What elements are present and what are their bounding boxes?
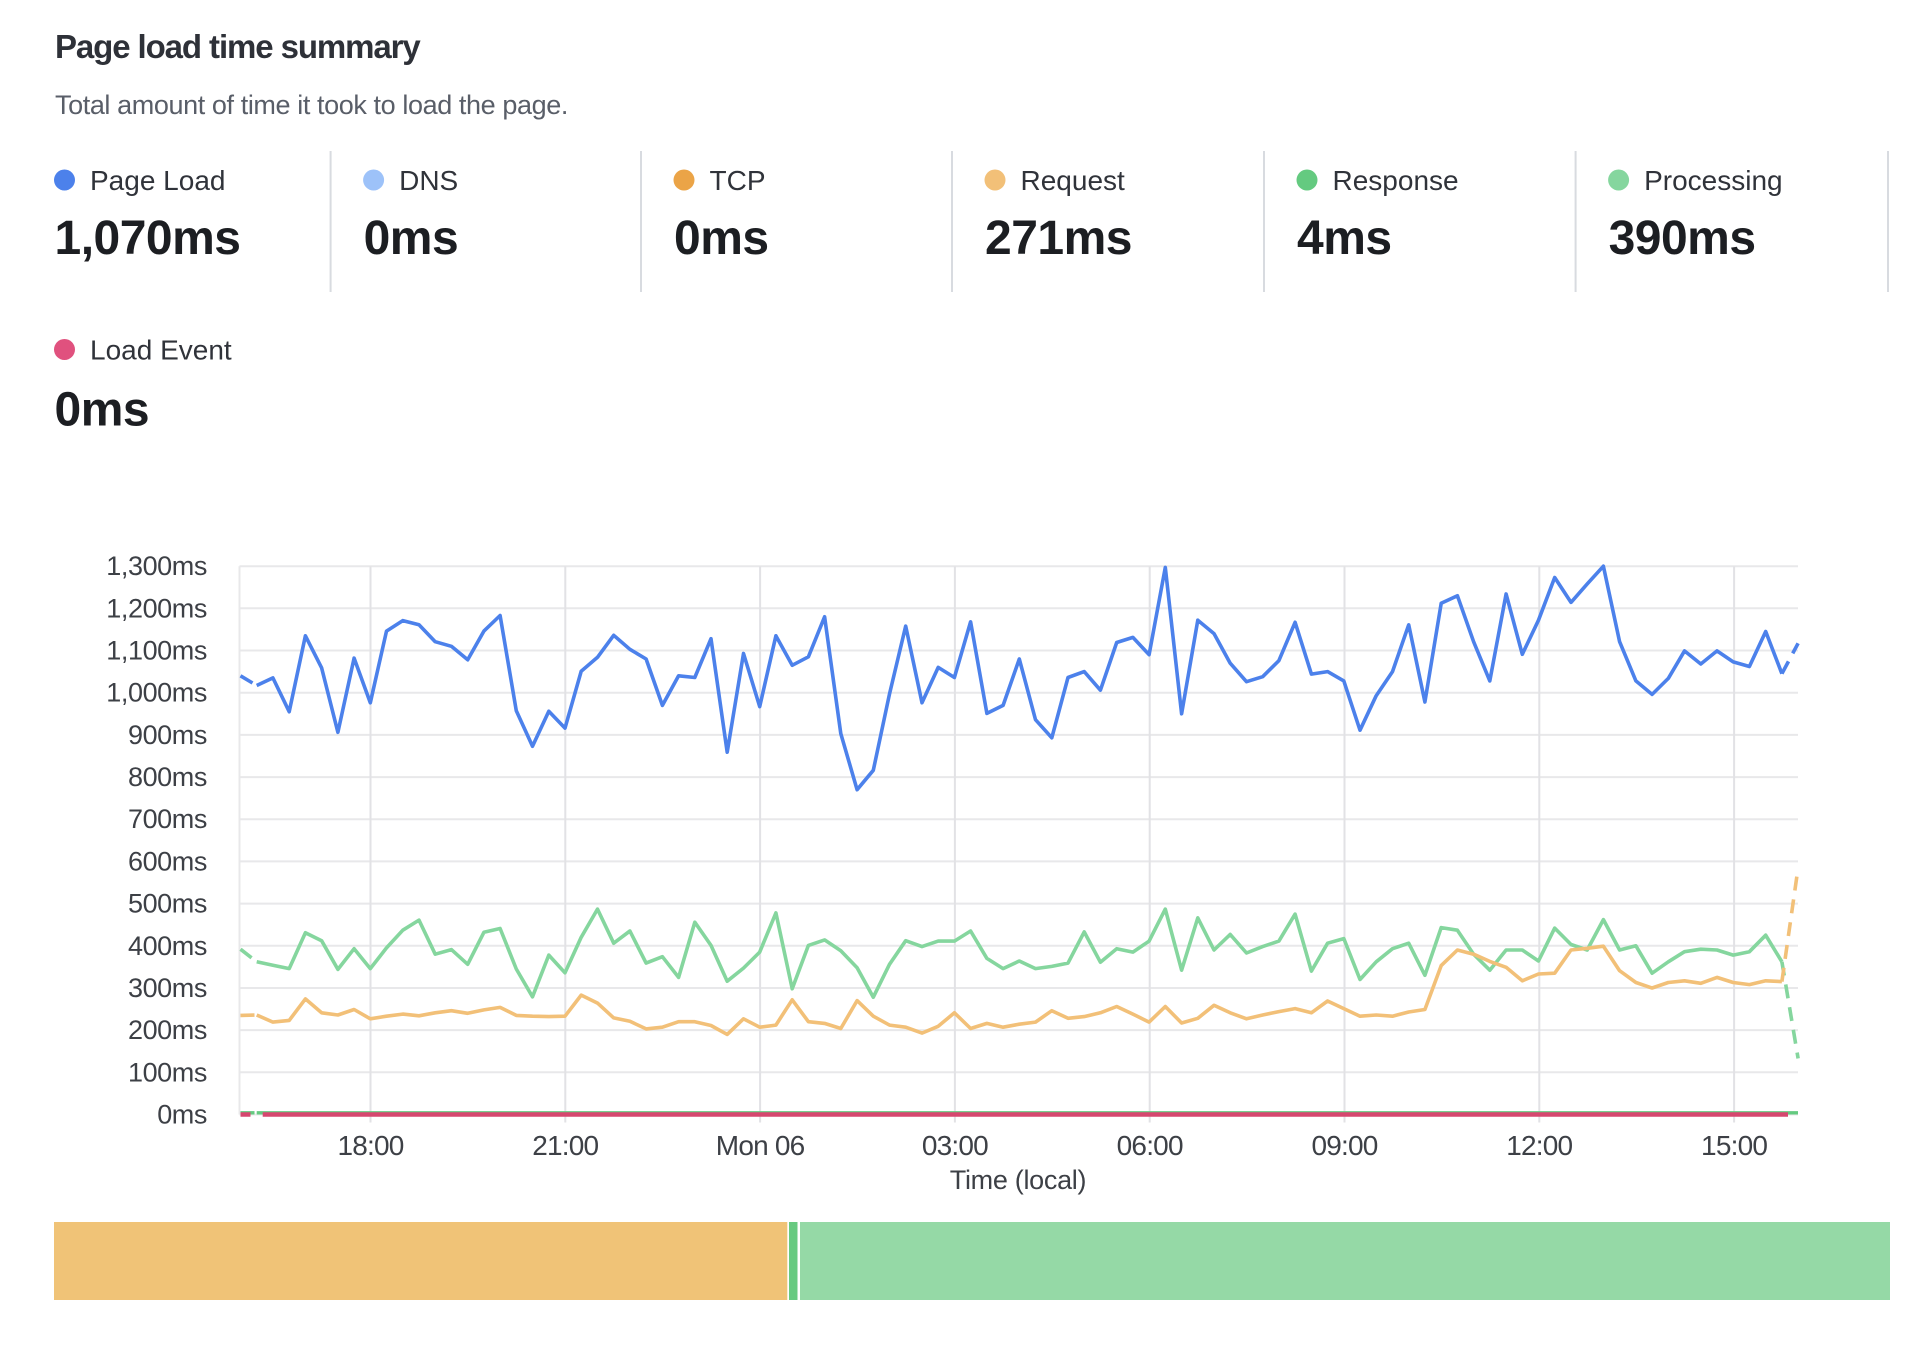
svg-text:300ms: 300ms xyxy=(128,973,207,1003)
svg-text:0ms: 0ms xyxy=(674,212,769,265)
svg-text:0ms: 0ms xyxy=(157,1100,207,1130)
svg-text:12:00: 12:00 xyxy=(1506,1130,1572,1161)
svg-text:1,100ms: 1,100ms xyxy=(106,636,207,666)
svg-text:Page Load: Page Load xyxy=(90,165,225,196)
svg-text:21:00: 21:00 xyxy=(532,1130,598,1161)
svg-text:1,000ms: 1,000ms xyxy=(106,678,207,708)
svg-text:200ms: 200ms xyxy=(128,1015,207,1045)
svg-text:09:00: 09:00 xyxy=(1311,1130,1377,1161)
svg-text:Load Event: Load Event xyxy=(90,335,232,366)
svg-text:06:00: 06:00 xyxy=(1117,1130,1183,1161)
svg-text:Processing: Processing xyxy=(1644,165,1783,196)
svg-text:800ms: 800ms xyxy=(128,762,207,792)
svg-text:500ms: 500ms xyxy=(128,889,207,919)
svg-text:900ms: 900ms xyxy=(128,720,207,750)
svg-text:390ms: 390ms xyxy=(1609,212,1756,265)
svg-text:03:00: 03:00 xyxy=(922,1130,988,1161)
svg-text:0ms: 0ms xyxy=(55,384,150,437)
svg-text:0ms: 0ms xyxy=(364,212,459,265)
svg-text:TCP: TCP xyxy=(710,165,766,196)
svg-text:Time (local): Time (local) xyxy=(950,1165,1086,1195)
svg-text:100ms: 100ms xyxy=(128,1057,207,1087)
svg-text:Response: Response xyxy=(1333,165,1459,196)
svg-text:700ms: 700ms xyxy=(128,804,207,834)
svg-text:Request: Request xyxy=(1021,165,1126,196)
svg-text:271ms: 271ms xyxy=(985,212,1132,265)
svg-text:Page load time summary: Page load time summary xyxy=(55,28,421,65)
svg-text:18:00: 18:00 xyxy=(337,1130,403,1161)
svg-text:15:00: 15:00 xyxy=(1701,1130,1767,1161)
svg-text:DNS: DNS xyxy=(399,165,458,196)
svg-text:Mon 06: Mon 06 xyxy=(716,1130,805,1161)
svg-text:1,200ms: 1,200ms xyxy=(106,593,207,623)
svg-text:600ms: 600ms xyxy=(128,846,207,876)
svg-text:4ms: 4ms xyxy=(1297,212,1392,265)
svg-text:400ms: 400ms xyxy=(128,931,207,961)
svg-text:1,070ms: 1,070ms xyxy=(55,212,241,265)
svg-text:Total amount of time it took t: Total amount of time it took to load the… xyxy=(55,90,568,120)
svg-text:1,300ms: 1,300ms xyxy=(106,551,207,581)
